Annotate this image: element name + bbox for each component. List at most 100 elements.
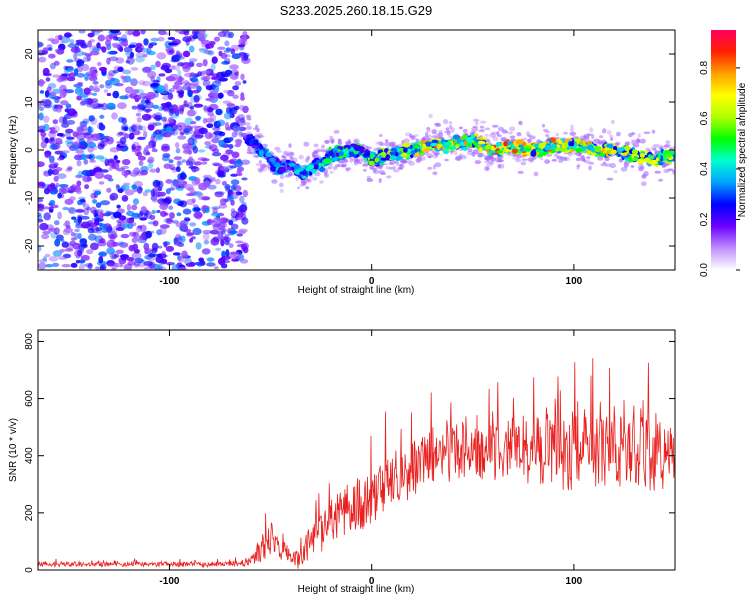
noise-point <box>112 44 120 49</box>
trace-point <box>452 134 461 140</box>
noise-point <box>75 189 83 195</box>
halo-point <box>588 165 592 171</box>
noise-point <box>112 90 120 99</box>
halo-point <box>516 132 522 137</box>
halo-point <box>257 132 263 139</box>
noise-point <box>200 76 207 81</box>
noise-point <box>44 90 49 98</box>
noise-point <box>137 47 144 52</box>
noise-point <box>124 189 135 196</box>
noise-point <box>137 145 142 149</box>
noise-point <box>68 207 77 215</box>
noise-point <box>189 77 199 83</box>
halo-point <box>252 154 257 158</box>
noise-point <box>176 125 183 131</box>
noise-point <box>49 129 58 134</box>
noise-point <box>66 119 76 125</box>
trace-point <box>496 150 504 154</box>
noise-point <box>91 103 99 107</box>
noise-point <box>64 32 72 38</box>
noise-point <box>143 260 153 267</box>
noise-point <box>196 30 206 34</box>
noise-point <box>109 192 119 201</box>
halo-point <box>637 164 645 170</box>
noise-point <box>210 176 216 180</box>
noise-point <box>143 131 148 139</box>
halo-point <box>304 157 310 163</box>
noise-point <box>173 156 183 161</box>
halo-point <box>431 129 438 135</box>
noise-point <box>60 123 69 127</box>
noise-point <box>84 184 90 190</box>
halo-point <box>443 130 451 134</box>
noise-point <box>168 205 174 210</box>
noise-point <box>137 155 146 161</box>
trace-point <box>503 141 508 147</box>
noise-point <box>131 204 138 211</box>
noise-point <box>66 136 75 140</box>
noise-point <box>131 89 137 96</box>
halo-point <box>553 153 559 157</box>
halo-point <box>472 125 478 129</box>
halo-point <box>399 163 404 167</box>
noise-point <box>165 179 173 184</box>
halo-point <box>508 131 513 135</box>
halo-point <box>389 166 394 170</box>
halo-point <box>434 162 442 168</box>
noise-point <box>156 52 167 60</box>
noise-point <box>80 153 87 161</box>
noise-point <box>58 256 68 260</box>
noise-point <box>206 218 213 226</box>
halo-point <box>446 130 451 136</box>
halo-point <box>593 138 600 143</box>
noise-point <box>182 149 193 155</box>
halo-point <box>333 130 340 134</box>
halo-point <box>288 143 292 148</box>
noise-point <box>128 217 135 221</box>
trace-point <box>465 136 473 144</box>
noise-point <box>51 92 57 98</box>
noise-point <box>203 239 210 245</box>
noise-point <box>228 243 234 249</box>
noise-point <box>171 264 180 270</box>
noise-point <box>81 169 91 176</box>
trace-point <box>389 151 396 156</box>
noise-point <box>175 142 180 149</box>
noise-point <box>106 187 112 193</box>
trace-point <box>624 145 631 152</box>
trace-point <box>490 145 495 151</box>
trace-point <box>249 140 253 146</box>
noise-point <box>168 42 178 46</box>
halo-point <box>324 140 330 144</box>
trace-point <box>477 140 486 145</box>
noise-point <box>75 209 85 213</box>
noise-point <box>177 236 183 244</box>
noise-point <box>177 184 185 189</box>
halo-point <box>545 134 550 137</box>
noise-point <box>74 87 83 95</box>
noise-point <box>62 253 72 259</box>
top-x-axis-label: Height of straight line (km) <box>298 285 415 296</box>
halo-point <box>606 130 612 135</box>
noise-point <box>100 137 110 143</box>
noise-point <box>182 50 191 58</box>
noise-point <box>193 161 202 166</box>
noise-point <box>43 104 52 109</box>
halo-point <box>663 144 670 148</box>
noise-point <box>148 162 154 169</box>
noise-point <box>179 220 187 228</box>
noise-point <box>129 172 139 177</box>
halo-point <box>305 179 310 182</box>
halo-point <box>288 173 293 177</box>
noise-point <box>220 239 225 247</box>
trace-point <box>414 148 418 153</box>
noise-point <box>106 102 116 110</box>
halo-point <box>575 157 581 162</box>
bottom-y-tick-label: 600 <box>24 390 35 407</box>
halo-point <box>444 158 449 162</box>
noise-point <box>184 218 191 222</box>
trace-point <box>368 160 375 166</box>
noise-point <box>95 266 100 270</box>
halo-point <box>630 165 635 168</box>
noise-point <box>38 161 45 168</box>
